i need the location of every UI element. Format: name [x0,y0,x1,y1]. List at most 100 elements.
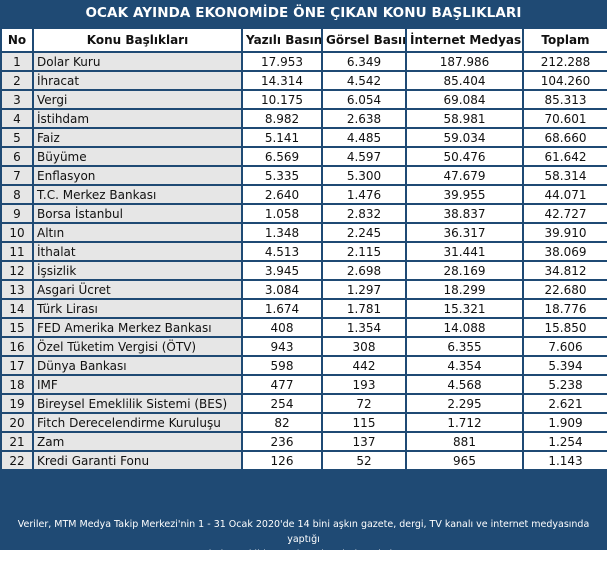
cell-total: 5.238 [522,374,607,395]
cell-visual: 1.354 [321,317,407,338]
cell-print: 1.348 [241,222,323,243]
cell-topic: İhracat [32,70,243,91]
table-row: 22 Kredi Garanti Fonu 126 52 965 1.143 [0,450,607,471]
footnote: Veriler, MTM Medya Takip Merkezi'nin 1 -… [0,514,607,560]
cell-internet: 14.088 [405,317,524,338]
cell-total: 2.621 [522,393,607,414]
cell-total: 15.850 [522,317,607,338]
cell-print: 126 [241,450,323,471]
cell-print: 8.982 [241,108,323,129]
cell-internet: 47.679 [405,165,524,186]
cell-internet: 15.321 [405,298,524,319]
cell-total: 61.642 [522,146,607,167]
table-row: 14 Türk Lirası 1.674 1.781 15.321 18.776 [0,298,607,319]
cell-internet: 85.404 [405,70,524,91]
cell-print: 408 [241,317,323,338]
cell-internet: 18.299 [405,279,524,300]
cell-print: 943 [241,336,323,357]
cell-print: 17.953 [241,51,323,72]
cell-visual: 52 [321,450,407,471]
cell-no: 4 [0,108,34,129]
cell-no: 18 [0,374,34,395]
cell-internet: 4.354 [405,355,524,376]
header-row: No Konu Başlıkları Yazılı Basın Görsel B… [0,27,607,53]
cell-no: 11 [0,241,34,262]
cell-total: 7.606 [522,336,607,357]
cell-topic: Kredi Garanti Fonu [32,450,243,471]
cell-internet: 4.568 [405,374,524,395]
header-internet: İnternet Medyası [405,27,524,53]
topics-table: No Konu Başlıkları Yazılı Basın Görsel B… [0,27,607,471]
table-row: 6 Büyüme 6.569 4.597 50.476 61.642 [0,146,607,167]
cell-print: 1.674 [241,298,323,319]
cell-print: 2.640 [241,184,323,205]
cell-visual: 308 [321,336,407,357]
cell-internet: 36.317 [405,222,524,243]
cell-print: 3.945 [241,260,323,281]
cell-print: 1.058 [241,203,323,224]
cell-print: 5.141 [241,127,323,148]
cell-visual: 6.349 [321,51,407,72]
cell-no: 20 [0,412,34,433]
table-row: 12 İşsizlik 3.945 2.698 28.169 34.812 [0,260,607,281]
cell-topic: T.C. Merkez Bankası [32,184,243,205]
cell-print: 5.335 [241,165,323,186]
cell-no: 21 [0,431,34,452]
cell-topic: İstihdam [32,108,243,129]
cell-visual: 1.297 [321,279,407,300]
cell-visual: 1.781 [321,298,407,319]
footnote-line-2: haber takibi sonuçlarından derlenmiştir. [208,549,399,560]
cell-no: 15 [0,317,34,338]
cell-no: 6 [0,146,34,167]
header-total: Toplam [522,27,607,53]
cell-no: 19 [0,393,34,414]
cell-topic: Özel Tüketim Vergisi (ÖTV) [32,336,243,357]
cell-visual: 2.638 [321,108,407,129]
cell-total: 39.910 [522,222,607,243]
cell-visual: 4.542 [321,70,407,91]
cell-topic: Asgari Ücret [32,279,243,300]
table-row: 18 IMF 477 193 4.568 5.238 [0,374,607,395]
table-row: 21 Zam 236 137 881 1.254 [0,431,607,452]
infographic-table: OCAK AYINDA EKONOMİDE ÖNE ÇIKAN KONU BAŞ… [0,0,607,550]
cell-total: 58.314 [522,165,607,186]
table-row: 17 Dünya Bankası 598 442 4.354 5.394 [0,355,607,376]
cell-print: 10.175 [241,89,323,110]
cell-no: 5 [0,127,34,148]
header-topic: Konu Başlıkları [32,27,243,53]
table-row: 4 İstihdam 8.982 2.638 58.981 70.601 [0,108,607,129]
cell-topic: Bireysel Emeklilik Sistemi (BES) [32,393,243,414]
cell-visual: 2.115 [321,241,407,262]
cell-visual: 442 [321,355,407,376]
cell-topic: Enflasyon [32,165,243,186]
cell-visual: 4.597 [321,146,407,167]
cell-print: 4.513 [241,241,323,262]
cell-print: 598 [241,355,323,376]
cell-total: 70.601 [522,108,607,129]
cell-print: 236 [241,431,323,452]
cell-internet: 2.295 [405,393,524,414]
cell-topic: Zam [32,431,243,452]
table-row: 11 İthalat 4.513 2.115 31.441 38.069 [0,241,607,262]
cell-topic: Büyüme [32,146,243,167]
cell-total: 1.909 [522,412,607,433]
header-visual: Görsel Basın [321,27,407,53]
cell-print: 14.314 [241,70,323,91]
cell-topic: Türk Lirası [32,298,243,319]
footnote-line-1: Veriler, MTM Medya Takip Merkezi'nin 1 -… [17,519,590,545]
cell-total: 42.727 [522,203,607,224]
cell-total: 5.394 [522,355,607,376]
cell-no: 14 [0,298,34,319]
cell-total: 68.660 [522,127,607,148]
cell-visual: 2.698 [321,260,407,281]
cell-print: 6.569 [241,146,323,167]
table-row: 2 İhracat 14.314 4.542 85.404 104.260 [0,70,607,91]
cell-internet: 1.712 [405,412,524,433]
cell-total: 104.260 [522,70,607,91]
table-row: 9 Borsa İstanbul 1.058 2.832 38.837 42.727 [0,203,607,224]
cell-total: 212.288 [522,51,607,72]
cell-topic: IMF [32,374,243,395]
cell-total: 38.069 [522,241,607,262]
cell-no: 2 [0,70,34,91]
cell-topic: Altın [32,222,243,243]
